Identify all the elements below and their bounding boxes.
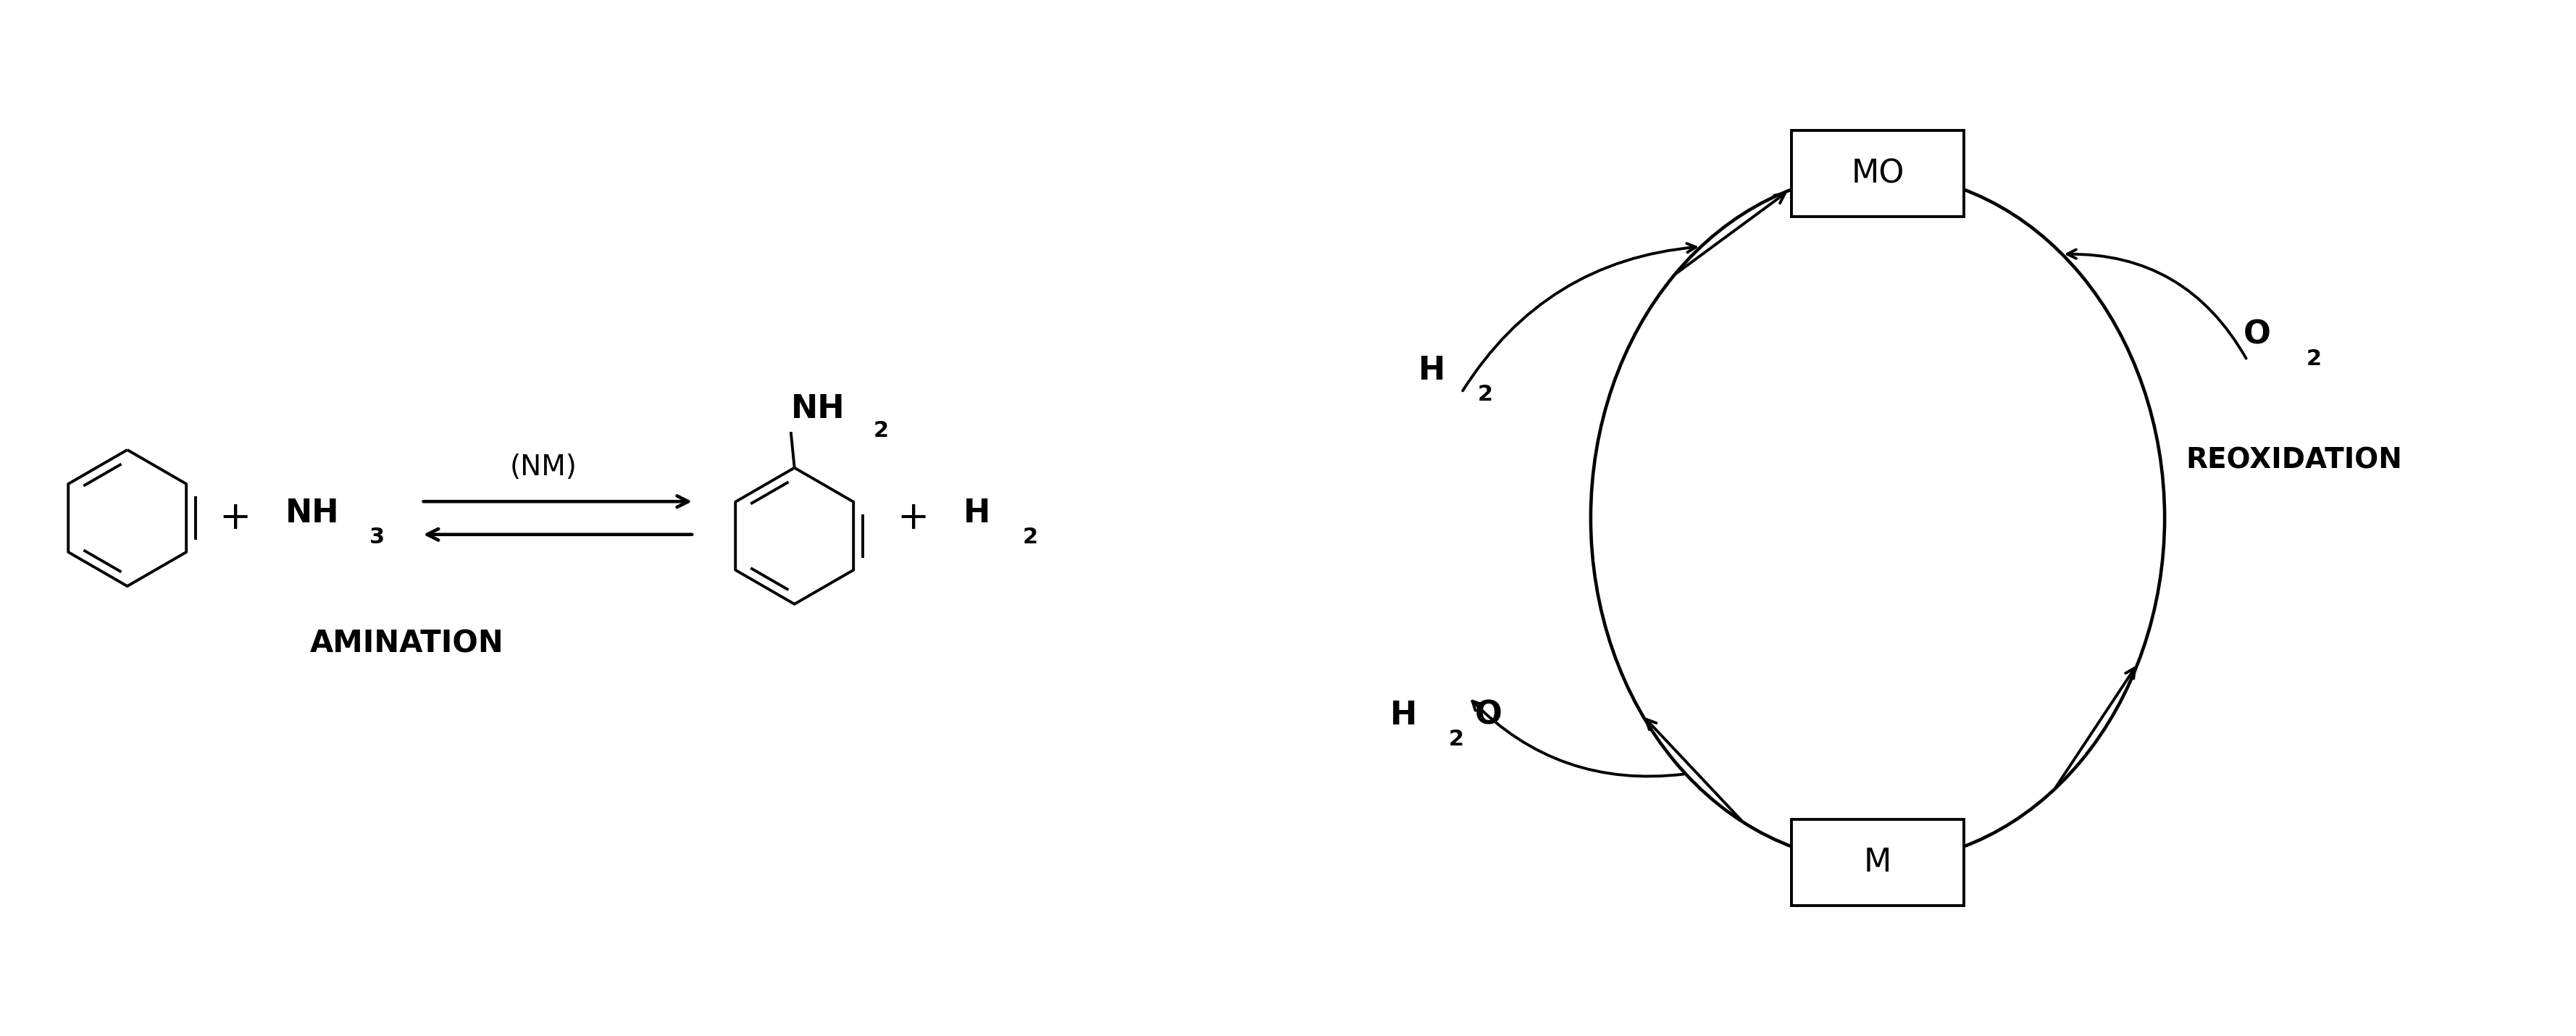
Text: 2: 2 bbox=[2306, 348, 2321, 369]
Text: 2: 2 bbox=[873, 421, 889, 441]
Text: NH: NH bbox=[791, 394, 845, 425]
Text: O: O bbox=[1473, 699, 1502, 730]
Text: (NM): (NM) bbox=[510, 454, 577, 482]
Text: H: H bbox=[1419, 355, 1445, 386]
Text: 2: 2 bbox=[1448, 728, 1463, 749]
Text: MO: MO bbox=[1852, 159, 1904, 190]
Text: 3: 3 bbox=[371, 527, 384, 548]
Text: H: H bbox=[1391, 699, 1417, 730]
FancyBboxPatch shape bbox=[1790, 819, 1963, 905]
Text: +: + bbox=[896, 499, 930, 537]
Text: +: + bbox=[219, 499, 250, 537]
Text: H: H bbox=[963, 497, 989, 528]
Text: O: O bbox=[2244, 319, 2272, 350]
FancyBboxPatch shape bbox=[1790, 131, 1963, 217]
Text: REOXIDATION: REOXIDATION bbox=[2187, 447, 2403, 474]
Text: AMINATION: AMINATION bbox=[309, 629, 505, 659]
Text: NH: NH bbox=[286, 497, 340, 528]
Text: M: M bbox=[1865, 846, 1891, 877]
Text: 2: 2 bbox=[1023, 527, 1038, 548]
Text: 2: 2 bbox=[1479, 384, 1492, 405]
